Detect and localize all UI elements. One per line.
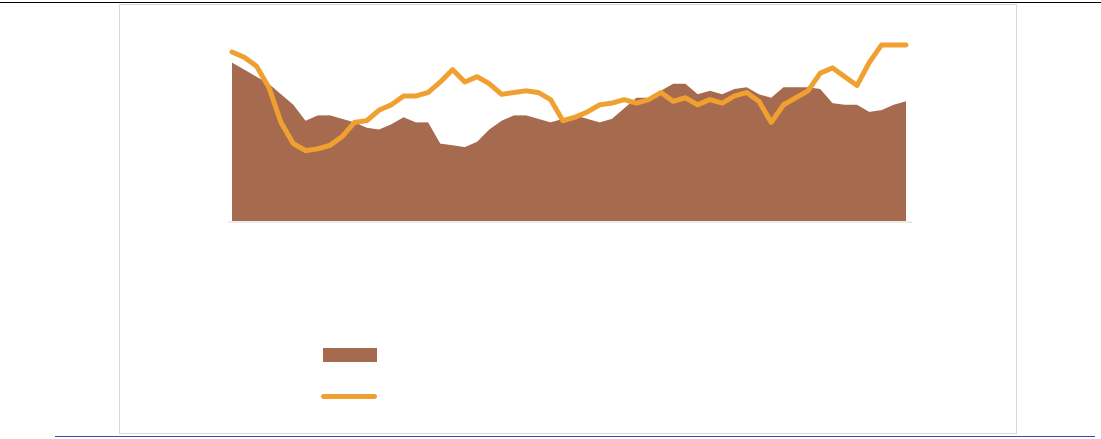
legend-entry-area: [323, 348, 385, 362]
chart-plot: [228, 42, 912, 223]
area-series: [232, 62, 906, 221]
line-series: [229, 42, 909, 154]
legend-entry-line: [321, 394, 385, 399]
legend-swatch-line: [321, 394, 377, 399]
chart-frame: [119, 4, 1017, 434]
top-rule: [0, 2, 1101, 3]
legend-swatch-area: [323, 348, 377, 362]
bottom-rule: [55, 436, 1095, 437]
